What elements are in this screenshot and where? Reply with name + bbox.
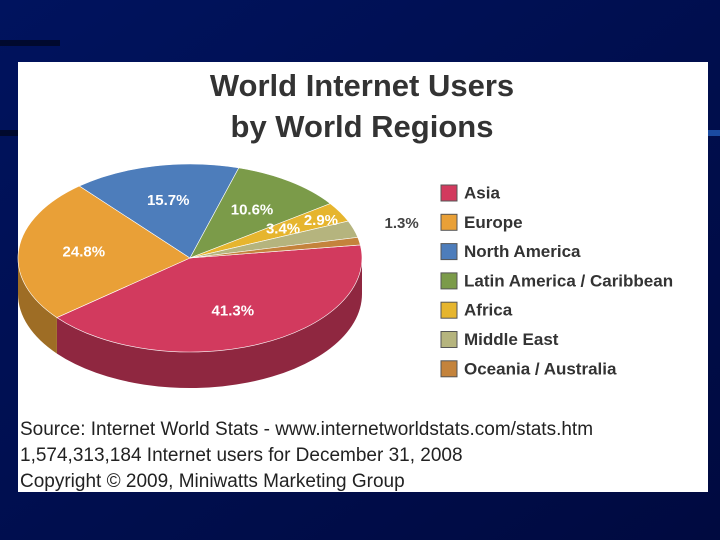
- source-line: Source: Internet World Stats - www.inter…: [20, 419, 593, 440]
- stripe: [0, 40, 60, 46]
- legend-swatch: [440, 272, 458, 290]
- legend-swatch: [440, 301, 458, 319]
- slice: [17, 185, 191, 318]
- stripe: [0, 130, 18, 136]
- slice: [56, 244, 363, 353]
- source-line: Copyright © 2009, Miniwatts Marketing Gr…: [20, 471, 405, 492]
- legend-label: Middle East: [464, 330, 559, 349]
- slice-side: [18, 258, 57, 354]
- pie-tops: [17, 163, 363, 353]
- slice: [189, 237, 361, 259]
- value-label: 41.3%: [212, 302, 255, 319]
- value-label: 15.7%: [147, 192, 190, 209]
- source-notes: Source: Internet World Stats - www.inter…: [20, 419, 593, 492]
- chart-subtitle: by World Regions: [231, 109, 494, 144]
- legend-swatch: [440, 184, 458, 202]
- source-line: 1,574,313,184 Internet users for Decembe…: [20, 445, 463, 466]
- legend-swatch: [440, 213, 458, 231]
- legend-swatch: [440, 360, 458, 378]
- chart-title: World Internet Users: [210, 68, 514, 103]
- value-label: 10.6%: [231, 202, 274, 219]
- legend-label: Oceania / Australia: [464, 359, 617, 378]
- slice: [189, 167, 331, 259]
- legend-label: Asia: [464, 183, 500, 202]
- legend-label: Europe: [464, 213, 523, 232]
- legend-swatch: [440, 331, 458, 348]
- slice: [78, 163, 240, 259]
- value-label: 2.9%: [304, 212, 338, 229]
- pie-sides: [18, 258, 362, 389]
- value-labels: 41.3% 24.8% 15.7% 10.6% 3.4%2.9% 1.3%: [63, 192, 419, 319]
- legend-label: Latin America / Caribbean: [464, 271, 673, 290]
- slice-side: [56, 258, 362, 389]
- legend-label: Africa: [464, 301, 513, 320]
- legend-label: North America: [464, 242, 581, 261]
- legend: Asia Europe North America Latin America / C…: [440, 183, 673, 378]
- legend-swatch: [440, 243, 458, 261]
- value-label: 24.8%: [63, 244, 106, 261]
- value-label: 3.4%: [266, 221, 300, 238]
- value-label: 1.3%: [385, 215, 419, 232]
- stripe: [708, 130, 720, 136]
